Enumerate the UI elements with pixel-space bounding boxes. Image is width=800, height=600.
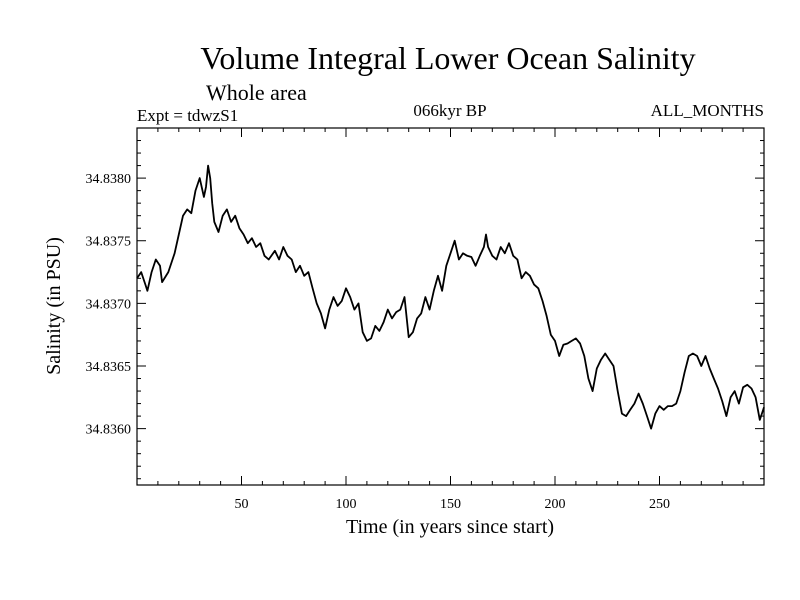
x-axis-title: Time (in years since start) xyxy=(346,516,554,538)
plot-frame xyxy=(136,127,765,486)
y-tick-label: 34.8375 xyxy=(86,235,132,250)
tick-labels: 50 100 150 200 250 34.8360 34.8365 34.8370 34.83… xyxy=(86,172,671,512)
x-tick-label: 250 xyxy=(649,497,670,512)
chart-title: Volume Integral Lower Ocean Salinity xyxy=(200,40,696,76)
y-tick-label: 34.8360 xyxy=(86,423,132,438)
months-label: ALL_MONTHS xyxy=(650,101,764,120)
y-tick-label: 34.8380 xyxy=(86,172,132,187)
x-tick-label: 150 xyxy=(440,497,461,512)
experiment-label: Expt = tdwzS1 xyxy=(137,106,239,125)
x-tick-label: 50 xyxy=(235,497,249,512)
y-tick-label: 34.8365 xyxy=(86,360,132,375)
y-axis-title: Salinity (in PSU) xyxy=(43,237,65,375)
x-tick-label: 200 xyxy=(545,497,566,512)
y-tick-label: 34.8370 xyxy=(86,297,132,312)
x-tick-label: 100 xyxy=(336,497,357,512)
axis-ticks xyxy=(137,127,764,485)
epoch-label: 066kyr BP xyxy=(413,101,487,120)
salinity-series-line xyxy=(136,164,765,430)
chart-subtitle: Whole area xyxy=(206,80,307,105)
